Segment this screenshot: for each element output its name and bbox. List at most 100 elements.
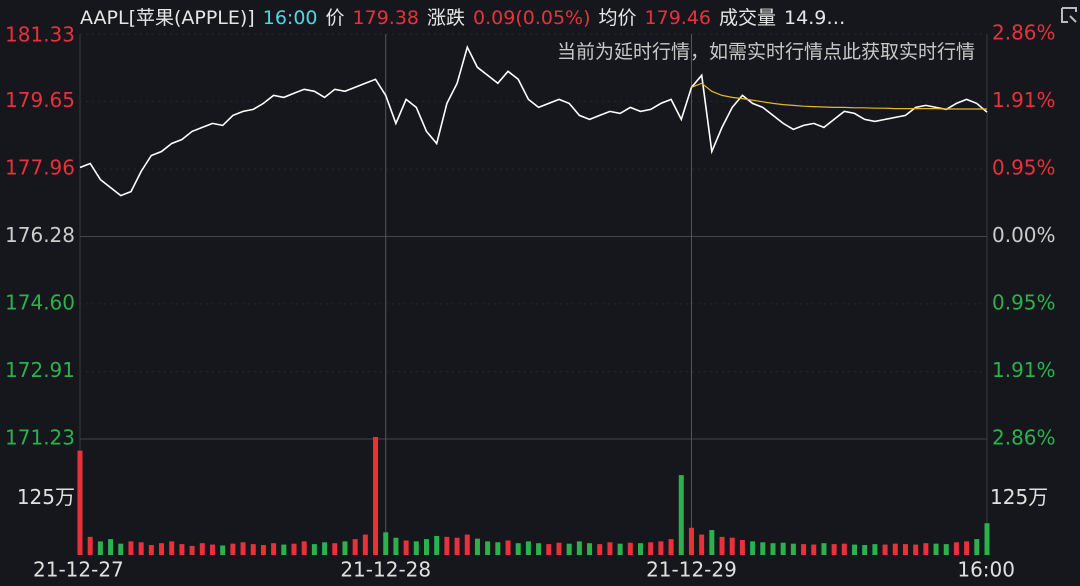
- volume-bar: [984, 523, 990, 555]
- volume-bar: [495, 542, 501, 555]
- y2-tick-label: 1.91%: [992, 358, 1056, 382]
- volume-bar: [434, 535, 440, 555]
- x-tick-label: 16:00: [957, 558, 1015, 582]
- price-line: [691, 82, 987, 110]
- quote-header: AAPL[苹果(APPLE)] 16:00 价 179.38 涨跌 0.09(0.05%)…: [80, 3, 853, 30]
- volume-bar: [658, 541, 664, 555]
- volume-bar: [383, 532, 389, 555]
- volume-bar: [811, 544, 817, 555]
- volume-bar: [709, 530, 715, 555]
- x-tick-label: 21-12-29: [646, 558, 737, 582]
- volume-tick-label: 125万: [990, 485, 1048, 509]
- volume-bar: [546, 544, 552, 555]
- volume-bar: [953, 542, 959, 555]
- volume-bar: [291, 543, 297, 555]
- volume-bar: [199, 543, 205, 555]
- volume-bar: [271, 543, 277, 555]
- y2-tick-label: 0.95%: [992, 290, 1056, 314]
- change: 0.09(0.05%): [473, 7, 591, 29]
- volume-bar: [342, 541, 348, 555]
- volume-bar: [128, 541, 134, 555]
- volume-bar: [566, 543, 572, 555]
- volume-bar: [118, 543, 124, 555]
- volume-bar: [627, 542, 633, 555]
- label: 成交量: [719, 7, 777, 29]
- y2-tick-label: 0.00%: [992, 223, 1056, 247]
- volume-bar: [943, 544, 949, 555]
- volume-bar: [790, 543, 796, 555]
- label: 价: [325, 7, 345, 29]
- volume-bar: [230, 543, 236, 555]
- volume-bar: [281, 544, 287, 555]
- volume-bar: [617, 543, 623, 555]
- volume-bar: [87, 536, 93, 555]
- avg-price: 179.46: [644, 7, 712, 29]
- label: 涨跌: [427, 7, 466, 29]
- volume-bar: [209, 544, 215, 555]
- y-tick-label: 179.65: [5, 88, 75, 112]
- volume: 14.9…: [784, 7, 846, 29]
- volume-bar: [964, 541, 970, 555]
- volume-bar: [77, 450, 83, 555]
- volume-bar: [821, 543, 827, 555]
- volume-bar: [464, 534, 470, 555]
- volume-bar: [250, 544, 256, 555]
- volume-bar: [750, 541, 756, 555]
- volume-bar: [913, 544, 919, 555]
- volume-bar: [525, 541, 531, 555]
- volume-bar: [413, 541, 419, 555]
- volume-bar: [352, 539, 358, 555]
- volume-bar: [159, 543, 165, 555]
- volume-bar: [862, 545, 868, 555]
- volume-bar: [189, 545, 195, 555]
- volume-bar: [882, 544, 888, 555]
- y-tick-label: 171.23: [5, 426, 75, 450]
- delay-notice[interactable]: 当前为延时行情，如需实时行情点此获取实时行情: [556, 41, 975, 63]
- volume-bar: [373, 437, 379, 555]
- volume-bar: [933, 543, 939, 555]
- volume-bar: [393, 537, 399, 555]
- volume-bar: [872, 544, 878, 555]
- volume-bar: [760, 542, 766, 555]
- volume-bar: [474, 538, 480, 555]
- volume-bar: [648, 542, 654, 555]
- volume-bar: [770, 543, 776, 555]
- volume-bar: [444, 536, 450, 555]
- volume-bar: [729, 537, 735, 555]
- volume-bar: [597, 544, 603, 555]
- volume-bar: [536, 543, 542, 555]
- volume-bar: [179, 544, 185, 555]
- volume-bar: [505, 540, 511, 555]
- volume-bar: [423, 539, 429, 555]
- volume-bar: [301, 541, 307, 555]
- y-tick-label: 177.96: [5, 156, 75, 180]
- volume-bar: [556, 542, 562, 555]
- volume-bar: [739, 540, 745, 555]
- volume-tick-label: 125万: [17, 485, 75, 509]
- y-tick-label: 176.28: [5, 223, 75, 247]
- volume-bar: [678, 475, 684, 555]
- volume-bar: [699, 534, 705, 555]
- volume-bar: [852, 544, 858, 555]
- y-tick-label: 172.91: [5, 358, 75, 382]
- volume-bar: [454, 537, 460, 555]
- volume-bar: [260, 545, 266, 555]
- volume-bar: [841, 543, 847, 555]
- volume-bar: [688, 527, 694, 555]
- volume-bar: [148, 545, 154, 555]
- volume-bar: [169, 541, 175, 555]
- y2-tick-label: 0.95%: [992, 156, 1056, 180]
- volume-bar: [587, 543, 593, 555]
- y2-tick-label: 1.91%: [992, 88, 1056, 112]
- volume-bar: [831, 544, 837, 555]
- volume-bar: [607, 542, 613, 555]
- volume-bar: [403, 540, 409, 555]
- price-line: [79, 45, 988, 197]
- time: 16:00: [262, 7, 318, 29]
- volume-bar: [220, 545, 226, 555]
- volume-bar: [240, 542, 246, 555]
- volume-bar: [576, 541, 582, 555]
- volume-bar: [902, 544, 908, 555]
- volume-bar: [668, 539, 674, 555]
